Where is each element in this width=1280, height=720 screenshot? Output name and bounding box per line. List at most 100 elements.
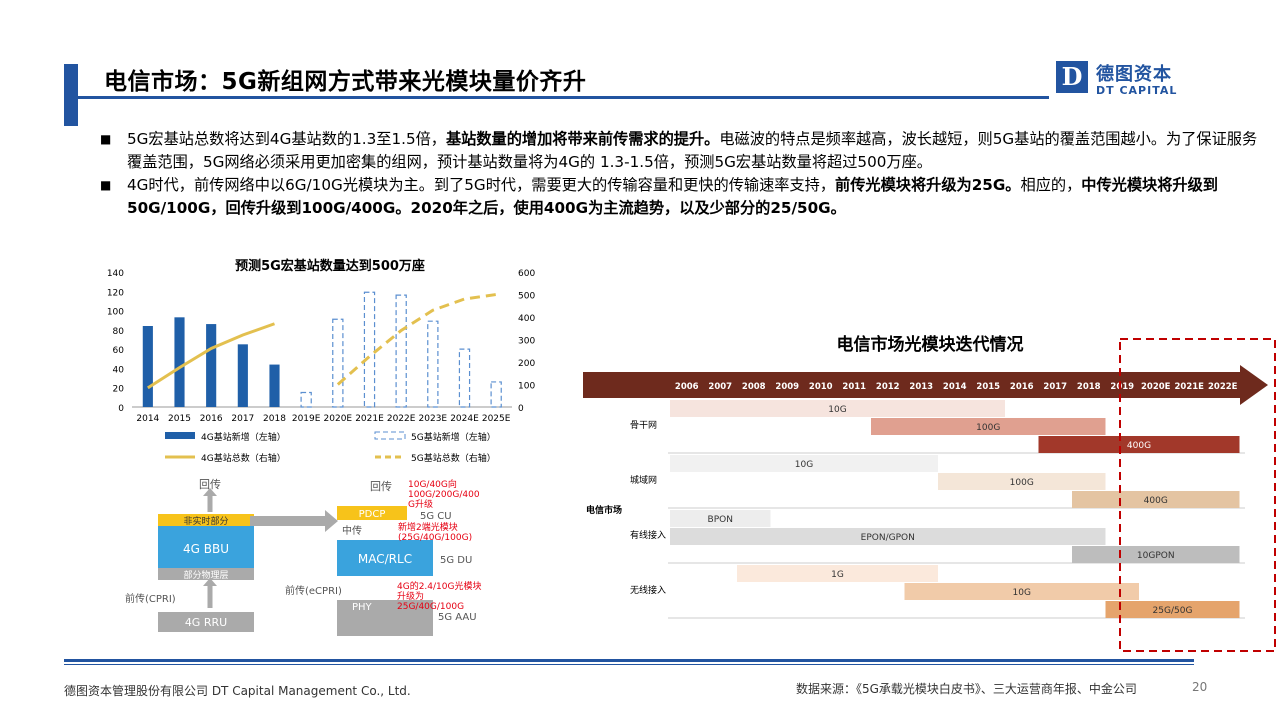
legend-label: 4G基站新增（左轴） — [201, 431, 286, 443]
bar-5g — [395, 294, 407, 408]
y-right-tick-label: 0 — [518, 404, 524, 414]
chart-title: 预测5G宏基站数量达到500万座 — [235, 258, 425, 274]
timeline-bar-label: 10G — [795, 460, 813, 470]
x-tick-label: 2016 — [200, 414, 223, 424]
timeline-bar — [737, 565, 938, 582]
y-right-tick-label: 200 — [518, 359, 535, 369]
y-left-tick-label: 80 — [113, 327, 125, 337]
left-backhaul-arrow-head — [203, 488, 217, 496]
row-label: 城域网 — [630, 474, 657, 486]
pdcp-block — [337, 506, 407, 520]
midhaul-note: (25G/40G/100G) — [398, 533, 472, 543]
timeline-bar-label: 400G — [1127, 441, 1151, 451]
line-5g-total — [336, 293, 497, 386]
bar-5g — [427, 320, 439, 408]
bar-5g — [363, 291, 376, 408]
timeline-bar — [1038, 436, 1240, 453]
base-station-chart: 预测5G宏基站数量达到500万座 0 20 40 60 80 100 120 140 0 100 20… — [107, 258, 536, 464]
rru-block — [158, 612, 254, 632]
backhaul-note: 100G/200G/400 — [408, 490, 480, 500]
bbu-top-label: 非实时部分 — [183, 515, 228, 527]
bar-4g — [174, 317, 185, 407]
timeline-bar-label: 10GPON — [1137, 551, 1175, 561]
pdcp-label: PDCP — [359, 509, 386, 520]
midhaul-label: 中传 — [342, 524, 362, 537]
y-left-tick-label: 100 — [107, 308, 124, 318]
timeline-arrow — [583, 365, 1268, 405]
y-left-tick-label: 60 — [113, 346, 125, 356]
footer-source: 数据来源：《5G承载光模块白皮书》、三大运营商年报、中金公司 — [796, 682, 1137, 696]
year-label: 2007 — [708, 382, 732, 392]
row-label: 有线接入 — [630, 529, 666, 541]
mac-label: MAC/RLC — [358, 552, 412, 566]
legend-swatch — [374, 431, 406, 440]
backhaul-note: G升级 — [408, 498, 433, 510]
bullet-text: 相应的， — [1020, 176, 1082, 194]
timeline-bar-label: 10G — [828, 405, 846, 415]
logo-text-en: DT CAPITAL — [1096, 84, 1178, 97]
bullet-text: 电磁波的特点是频率越高，波长越短，则5G基站的覆盖范围越小。为了保证服务覆盖范围… — [127, 130, 1258, 171]
legend-swatch — [165, 432, 195, 439]
bar-5g — [458, 348, 471, 408]
timeline-bar — [938, 473, 1106, 490]
title-underline — [64, 96, 1049, 99]
left-backhaul-label: 回传 — [199, 478, 221, 491]
timeline-bar-label: 1G — [831, 570, 844, 580]
year-label: 2009 — [775, 382, 799, 392]
page-title: 电信市场：5G新组网方式带来光模块量价齐升 — [104, 69, 587, 95]
bbu-block — [158, 526, 254, 568]
bullet-emphasis: 前传光模块将升级为25G。 — [835, 176, 1021, 194]
year-label: 2013 — [909, 382, 933, 392]
rru-label: 4G RRU — [185, 616, 227, 629]
bar-4g — [206, 324, 217, 407]
bullet-text: 5G宏基站总数将达到4G基站数的1.3至1.5倍， — [127, 130, 446, 148]
bullet-emphasis: 中传光模块将升级到50G/100G，回传升级到100G/400G。2020年之后… — [127, 176, 1218, 217]
timeline-bar — [1072, 546, 1240, 563]
optical-module-timeline: 电信市场光模块迭代情况 2006 2007 2008 2009 2010 2011 2012 2… — [583, 334, 1276, 652]
title-accent-bar — [64, 64, 78, 126]
bar-5g — [332, 318, 344, 408]
logo-text-cn: 德图资本 — [1096, 64, 1172, 85]
right-fronthaul-label: 前传(eCPRI) — [285, 584, 342, 597]
bbu-label: 4G BBU — [183, 542, 229, 556]
left-fronthaul-arrow-head — [203, 578, 217, 586]
x-tick-label: 2015 — [168, 414, 191, 424]
bullet-marker: ■ — [100, 132, 112, 146]
year-label: 2011 — [842, 382, 866, 392]
footer-rule — [64, 659, 1194, 662]
y-left-tick-label: 140 — [107, 269, 124, 279]
phy-label: PHY — [352, 602, 373, 613]
year-label: 2016 — [1010, 382, 1034, 392]
year-label: 2010 — [809, 382, 833, 392]
bullet-list: ■ 5G宏基站总数将达到4G基站数的1.3至1.5倍，基站数量的增加将带来前传需求… — [100, 128, 1265, 220]
bar-4g — [269, 364, 280, 407]
timeline-bar — [670, 528, 1106, 545]
cu-label: 5G CU — [420, 511, 452, 522]
timeline-bar-label: BPON — [708, 515, 733, 525]
page-number: 20 — [1192, 680, 1208, 694]
bbu-bottom-label: 部分物理层 — [183, 569, 228, 581]
x-tick-label: 2023E — [419, 414, 448, 424]
bullet-emphasis: 基站数量的增加将带来前传需求的提升。 — [445, 130, 720, 148]
bar-5g — [490, 381, 502, 408]
year-label: 2019 — [1110, 382, 1134, 392]
evolution-arrow — [250, 510, 338, 532]
du-block — [337, 540, 433, 576]
year-label: 2017 — [1043, 382, 1067, 392]
midhaul-note: 新增2端光模块 — [398, 521, 458, 533]
row-group-label: 电信市场 — [586, 504, 622, 516]
timeline-bar-label: EPON/GPON — [861, 533, 915, 543]
right-backhaul-label: 回传 — [370, 480, 392, 493]
y-right-tick-label: 300 — [518, 337, 535, 347]
row-label: 无线接入 — [630, 584, 666, 596]
line-4g-total — [147, 322, 276, 390]
x-tick-label: 2014 — [136, 414, 159, 424]
y-left-tick-label: 0 — [118, 404, 124, 414]
bar-5g — [300, 391, 312, 408]
timeline-bar — [670, 510, 771, 527]
bbu-top-band — [158, 514, 254, 526]
year-label: 2014 — [943, 382, 967, 392]
timeline-bar — [670, 400, 1005, 417]
timeline-title: 电信市场光模块迭代情况 — [837, 334, 1024, 355]
